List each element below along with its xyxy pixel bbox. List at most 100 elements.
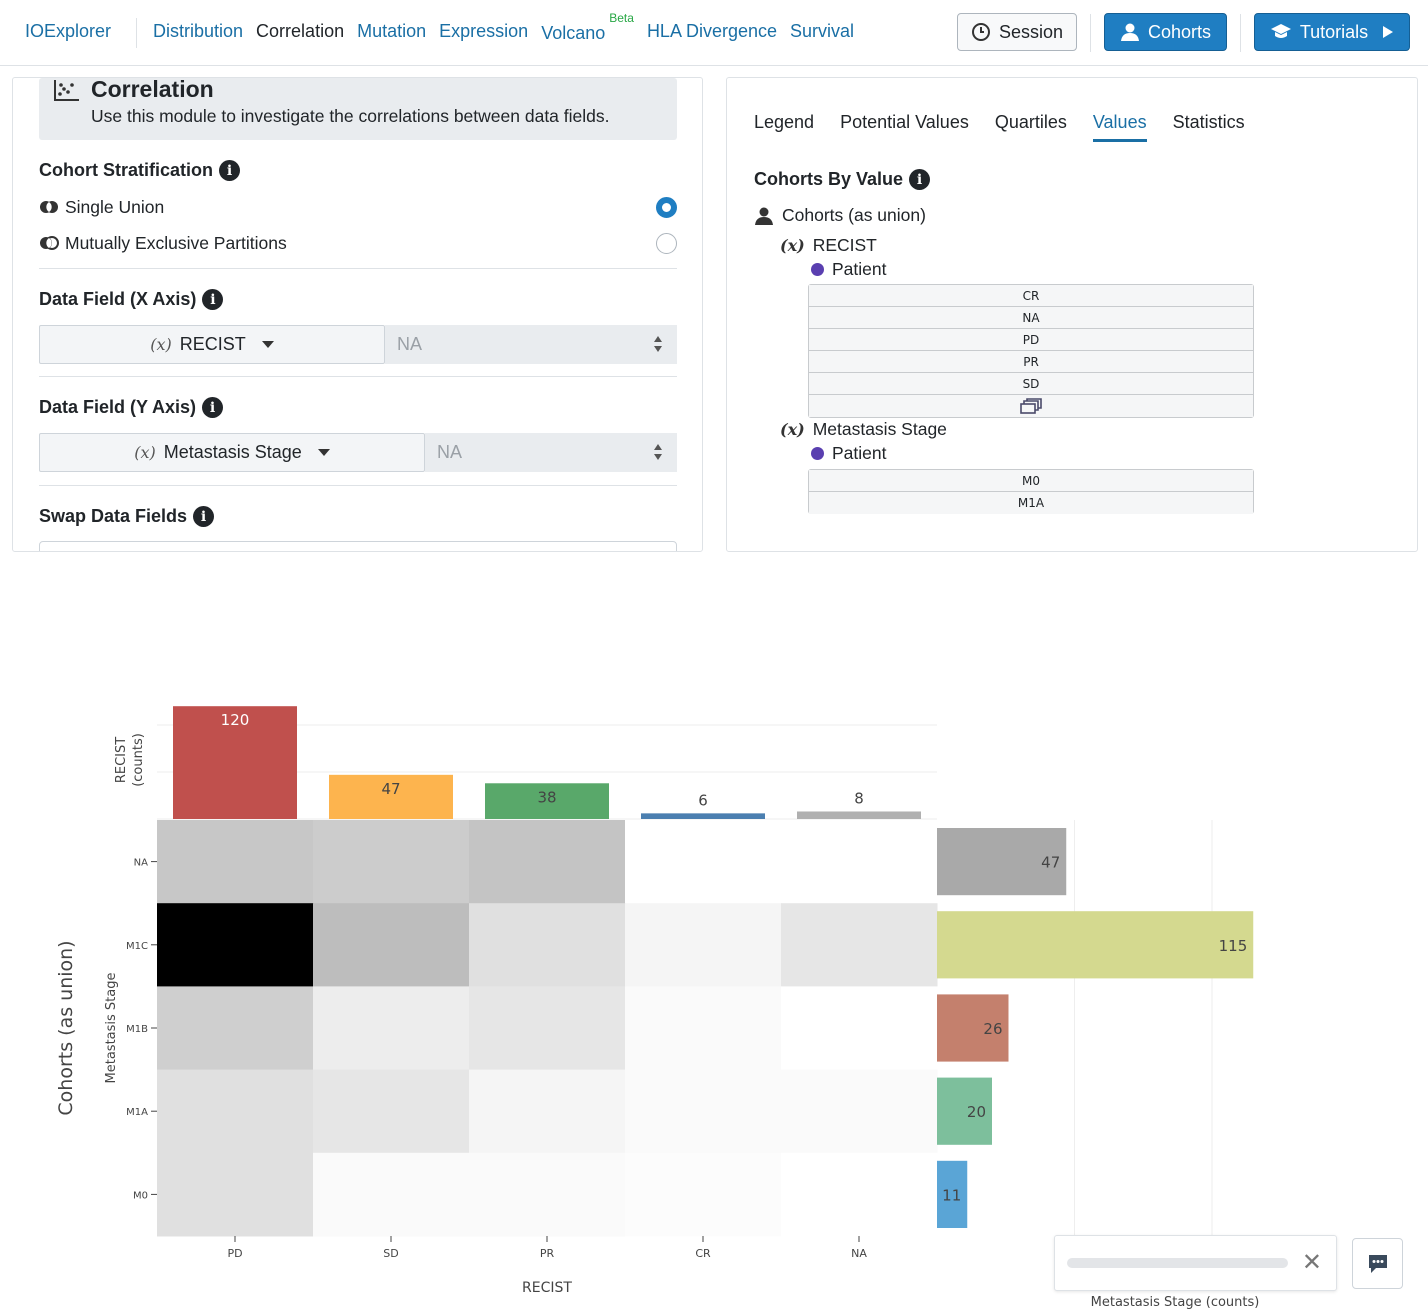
cohorts-label: Cohorts — [1147, 21, 1212, 42]
info-icon[interactable]: i — [909, 169, 931, 190]
cohort-union-label: Cohorts (as union) — [782, 205, 926, 225]
radio-label: Single Union — [39, 197, 164, 218]
tab-statistics[interactable]: Statistics — [1172, 112, 1245, 132]
close-icon[interactable]: ✕ — [1301, 1249, 1322, 1276]
side-bar-label: 47 — [1041, 854, 1060, 872]
single-union-radio[interactable] — [656, 196, 677, 218]
info-icon[interactable]: i — [219, 160, 240, 181]
cohorts-by-value-text: Cohorts By Value — [754, 169, 904, 189]
top-bar — [797, 811, 921, 819]
info-icon[interactable]: i — [202, 289, 224, 310]
group-axis-title: Cohorts (as union) — [55, 940, 77, 1115]
panel-tabs: Legend Potential Values Quartiles Values… — [754, 112, 1245, 142]
variable-icon: (x) — [780, 420, 805, 439]
top-bar-label: 47 — [381, 780, 400, 798]
top-bar-label: 6 — [698, 791, 708, 809]
cohorts-button[interactable]: Cohorts — [1104, 13, 1227, 51]
patient-dot-icon — [811, 263, 824, 276]
session-button[interactable]: Session — [957, 13, 1077, 51]
expand-row[interactable] — [809, 395, 1253, 417]
nav-distribution[interactable]: Distribution — [153, 21, 244, 41]
radio-single-union[interactable]: Single Union — [39, 195, 677, 219]
swap-fields-toggle[interactable] — [39, 541, 677, 551]
user-icon — [1120, 23, 1139, 41]
y-axis-field-select[interactable]: (x) Metastasis Stage — [39, 433, 425, 472]
heatmap-cell — [157, 1152, 314, 1237]
cohorts-by-value-heading: Cohorts By Value i — [754, 169, 931, 190]
y-tick-label: NA — [134, 858, 148, 869]
brand-link[interactable]: IOExplorer — [25, 21, 112, 41]
y-tick-label: M0 — [133, 1190, 148, 1201]
heatmap-cell — [781, 1152, 938, 1237]
tab-legend[interactable]: Legend — [754, 112, 815, 132]
info-icon[interactable]: i — [193, 506, 215, 527]
side-bar-label: 26 — [983, 1020, 1002, 1038]
nav-survival[interactable]: Survival — [790, 21, 855, 41]
mutually-exclusive-label: Mutually Exclusive Partitions — [65, 232, 287, 253]
x-tick-label: CR — [695, 1247, 711, 1260]
heatmap-cell — [157, 903, 314, 987]
side-bar-label: 20 — [967, 1103, 986, 1121]
session-label: Session — [998, 21, 1064, 42]
heatmap-cell — [469, 820, 626, 904]
heatmap-cell — [157, 986, 314, 1071]
patient-node: Patient — [811, 443, 886, 464]
nav-hla-divergence[interactable]: HLA Divergence — [646, 21, 778, 41]
x-axis-title: RECIST — [522, 1280, 572, 1296]
venn-icon — [40, 236, 59, 250]
value-row[interactable]: PR — [809, 351, 1253, 373]
field-recist-label: RECIST — [812, 235, 877, 255]
graduation-cap-icon — [1270, 24, 1291, 38]
top-bar-label: 8 — [854, 789, 864, 807]
field-metastasis-label: Metastasis Stage — [812, 419, 947, 439]
values-panel: Legend Potential Values Quartiles Values… — [726, 77, 1418, 552]
nav-correlation[interactable]: Correlation — [256, 21, 345, 41]
chat-icon — [1368, 1254, 1387, 1273]
user-icon — [755, 207, 773, 225]
recist-values-table: CR NA PD PR SD — [808, 284, 1254, 418]
value-row[interactable]: CR — [809, 285, 1253, 307]
info-icon[interactable]: i — [202, 397, 224, 418]
swap-fields-label: Swap Data Fields i — [39, 506, 215, 527]
heatmap-cell — [469, 903, 626, 987]
heatmap-cell — [625, 986, 782, 1071]
x-axis-field-select[interactable]: (x) RECIST — [39, 325, 385, 364]
value-row[interactable]: SD — [809, 373, 1253, 395]
y-axis-na-select[interactable]: NA — [425, 433, 677, 472]
y-axis-field-text: Data Field (Y Axis) — [39, 397, 197, 417]
top-bar-axis-title: RECIST — [114, 737, 129, 783]
y-tick-label: M1A — [126, 1107, 148, 1118]
divider — [39, 376, 677, 377]
tab-values[interactable]: Values — [1092, 112, 1147, 142]
heatmap-cell — [157, 1069, 314, 1154]
y-axis-na-value: NA — [437, 442, 463, 462]
radio-mutually-exclusive[interactable]: Mutually Exclusive Partitions — [39, 231, 677, 255]
tab-quartiles[interactable]: Quartiles — [994, 112, 1067, 132]
heatmap-cell — [469, 986, 626, 1071]
nav-mutation[interactable]: Mutation — [357, 21, 427, 41]
nav-volcano[interactable]: VolcanoBeta — [541, 11, 634, 44]
chevron-down-icon — [261, 341, 274, 348]
nav-expression[interactable]: Expression — [439, 21, 529, 41]
top-bar-label: 120 — [221, 711, 250, 729]
y-tick-label: M1B — [126, 1024, 148, 1035]
mutually-exclusive-radio[interactable] — [656, 232, 677, 254]
heatmap-cell — [313, 820, 470, 904]
swap-fields-text: Swap Data Fields — [39, 506, 188, 526]
y-tick-label: M1C — [126, 941, 148, 952]
value-row[interactable]: PD — [809, 329, 1253, 351]
heatmap-cell — [625, 1152, 782, 1237]
x-axis-na-select[interactable]: NA — [385, 325, 677, 364]
tab-potential-values[interactable]: Potential Values — [840, 112, 969, 132]
side-bar — [937, 828, 1067, 896]
tutorials-button[interactable]: Tutorials — [1254, 13, 1410, 51]
heatmap-cell — [625, 903, 782, 987]
value-row[interactable]: M0 — [809, 470, 1253, 492]
value-row[interactable]: NA — [809, 307, 1253, 329]
single-union-label: Single Union — [65, 196, 165, 217]
value-row[interactable]: M1A — [809, 492, 1253, 514]
cohort-union-node: Cohorts (as union) — [754, 205, 926, 226]
variable-icon: (x) — [150, 335, 172, 354]
chat-button[interactable] — [1352, 1238, 1403, 1289]
field-node-metastasis: (x) Metastasis Stage — [780, 419, 947, 440]
